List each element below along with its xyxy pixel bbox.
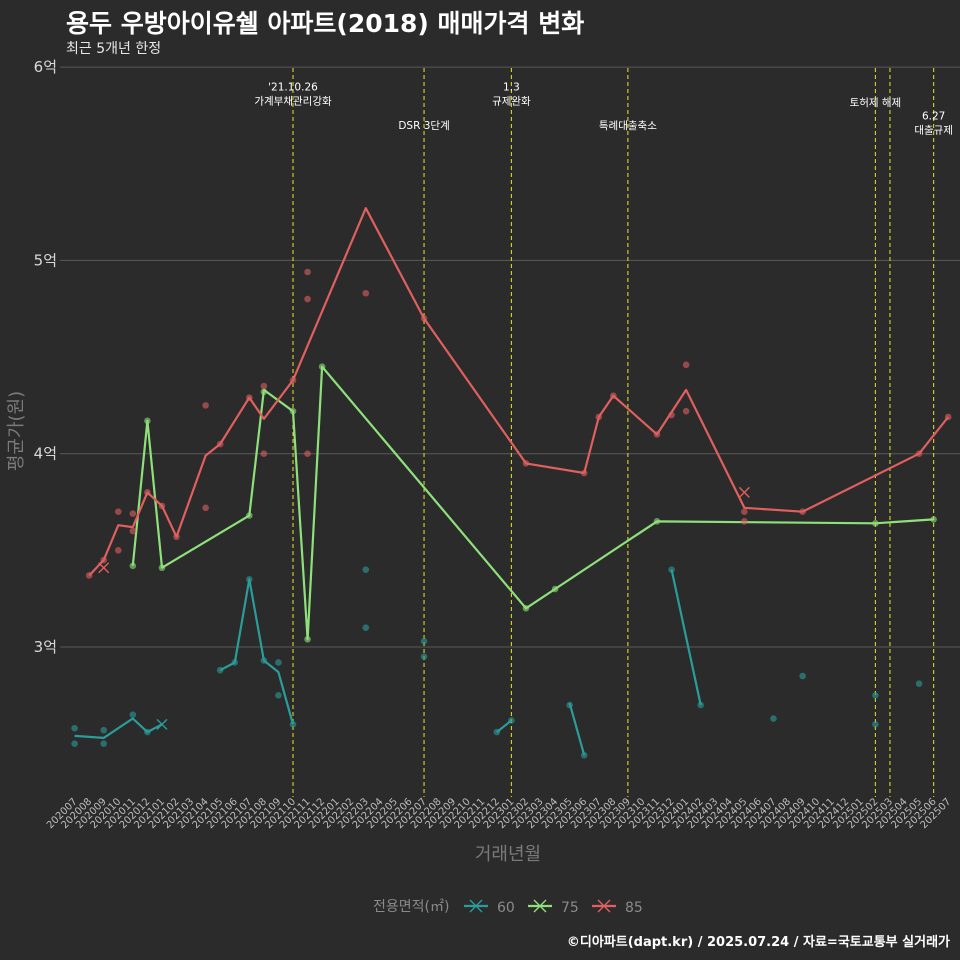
annotation-202301-0: 1.3	[503, 81, 520, 93]
point-85-3	[114, 547, 122, 554]
annotation-202207-0: DSR 3단계	[398, 120, 449, 132]
line-60-3	[568, 702, 586, 756]
line-85-0	[88, 207, 950, 577]
series-85	[85, 207, 952, 579]
point-60-3	[100, 740, 108, 747]
point-60-12	[289, 721, 297, 728]
line-60-1	[219, 578, 295, 725]
legend-marker-60	[469, 899, 483, 913]
y-tick-label-3: 3억	[34, 638, 57, 656]
legend-label-85: 85	[625, 900, 643, 916]
point-85-27	[682, 361, 690, 369]
point-85-28	[682, 407, 690, 415]
point-75-0	[129, 562, 137, 570]
point-60-4	[129, 711, 137, 718]
annotation-202301-1: 규제완화	[492, 94, 531, 107]
point-85-19	[362, 289, 370, 297]
x-tick-labels: 2020072020082020092020102020112020122021…	[45, 796, 953, 831]
point-60-15	[420, 637, 428, 645]
source-caption: ©디아파트(dapt.kr) / 2025.07.24 / 자료=국토교통부 실…	[566, 935, 950, 950]
point-85-16	[304, 268, 311, 276]
point-60-23	[770, 715, 777, 722]
line-60-4	[670, 569, 702, 706]
legend-label-75: 75	[561, 900, 579, 916]
series-60	[71, 566, 923, 759]
point-60-25	[872, 692, 879, 699]
line-60-2	[496, 719, 513, 733]
annotation-202506-1: 대출규제	[914, 124, 953, 136]
y-tick-label-4: 4억	[34, 445, 57, 463]
grid-layer: 3억 4억 5억 6억	[34, 58, 960, 656]
annotation-202110-1: 가계부채관리강화	[254, 95, 332, 107]
point-85-2	[114, 508, 122, 515]
series-75	[129, 363, 937, 643]
x-mark-85-0	[98, 562, 110, 574]
chart-title: 용두 우방아이유쉘 아파트(2018) 매매가격 변화	[66, 9, 585, 38]
point-85-29	[741, 508, 748, 515]
point-60-13	[362, 566, 370, 573]
legend-title: 전용면적(㎡)	[373, 899, 449, 915]
x-mark-60-0	[156, 718, 168, 730]
point-85-30	[741, 518, 748, 525]
legend: 전용면적(㎡) 60 75 85	[373, 899, 643, 916]
x-mark-85-1	[738, 486, 750, 498]
point-60-10	[275, 659, 282, 666]
point-75-12	[930, 516, 937, 523]
point-60-16	[420, 653, 428, 660]
x-axis-title: 거래년월	[475, 844, 541, 865]
point-60-27	[915, 680, 923, 688]
annotation-202110-0: '21.10.26	[268, 81, 318, 93]
point-85-14	[260, 450, 268, 458]
y-axis-title: 평균가(원)	[6, 391, 27, 471]
point-85-9	[202, 402, 209, 409]
chart-subtitle: 최근 5개년 한정	[66, 41, 162, 57]
event-lines	[292, 68, 935, 797]
point-85-10	[202, 504, 209, 512]
point-60-14	[362, 624, 370, 631]
point-60-20	[580, 751, 588, 759]
annotation-202506-0: 6.27	[922, 110, 945, 122]
point-60-21	[668, 566, 675, 573]
line-75-0	[131, 365, 934, 641]
point-85-18	[304, 450, 311, 458]
annotation-202502-0: 토허제 해제	[850, 96, 902, 109]
point-85-4	[129, 510, 137, 517]
legend-label-60: 60	[497, 900, 515, 916]
series-layer	[71, 207, 952, 759]
point-60-0	[71, 724, 78, 732]
y-tick-label-6: 6억	[34, 58, 57, 76]
legend-marker-85	[597, 899, 611, 913]
point-85-17	[304, 295, 311, 303]
legend-marker-75	[533, 899, 547, 913]
point-60-1	[71, 740, 78, 747]
annotation-202309-0: 특례대출축소	[599, 120, 657, 132]
point-85-13	[260, 382, 268, 390]
point-85-5	[129, 527, 137, 535]
point-60-2	[100, 726, 108, 734]
point-60-26	[872, 721, 879, 728]
point-60-11	[275, 692, 282, 699]
line-60-0	[74, 717, 163, 740]
y-tick-label-5: 5억	[34, 251, 57, 269]
point-60-24	[799, 672, 806, 680]
